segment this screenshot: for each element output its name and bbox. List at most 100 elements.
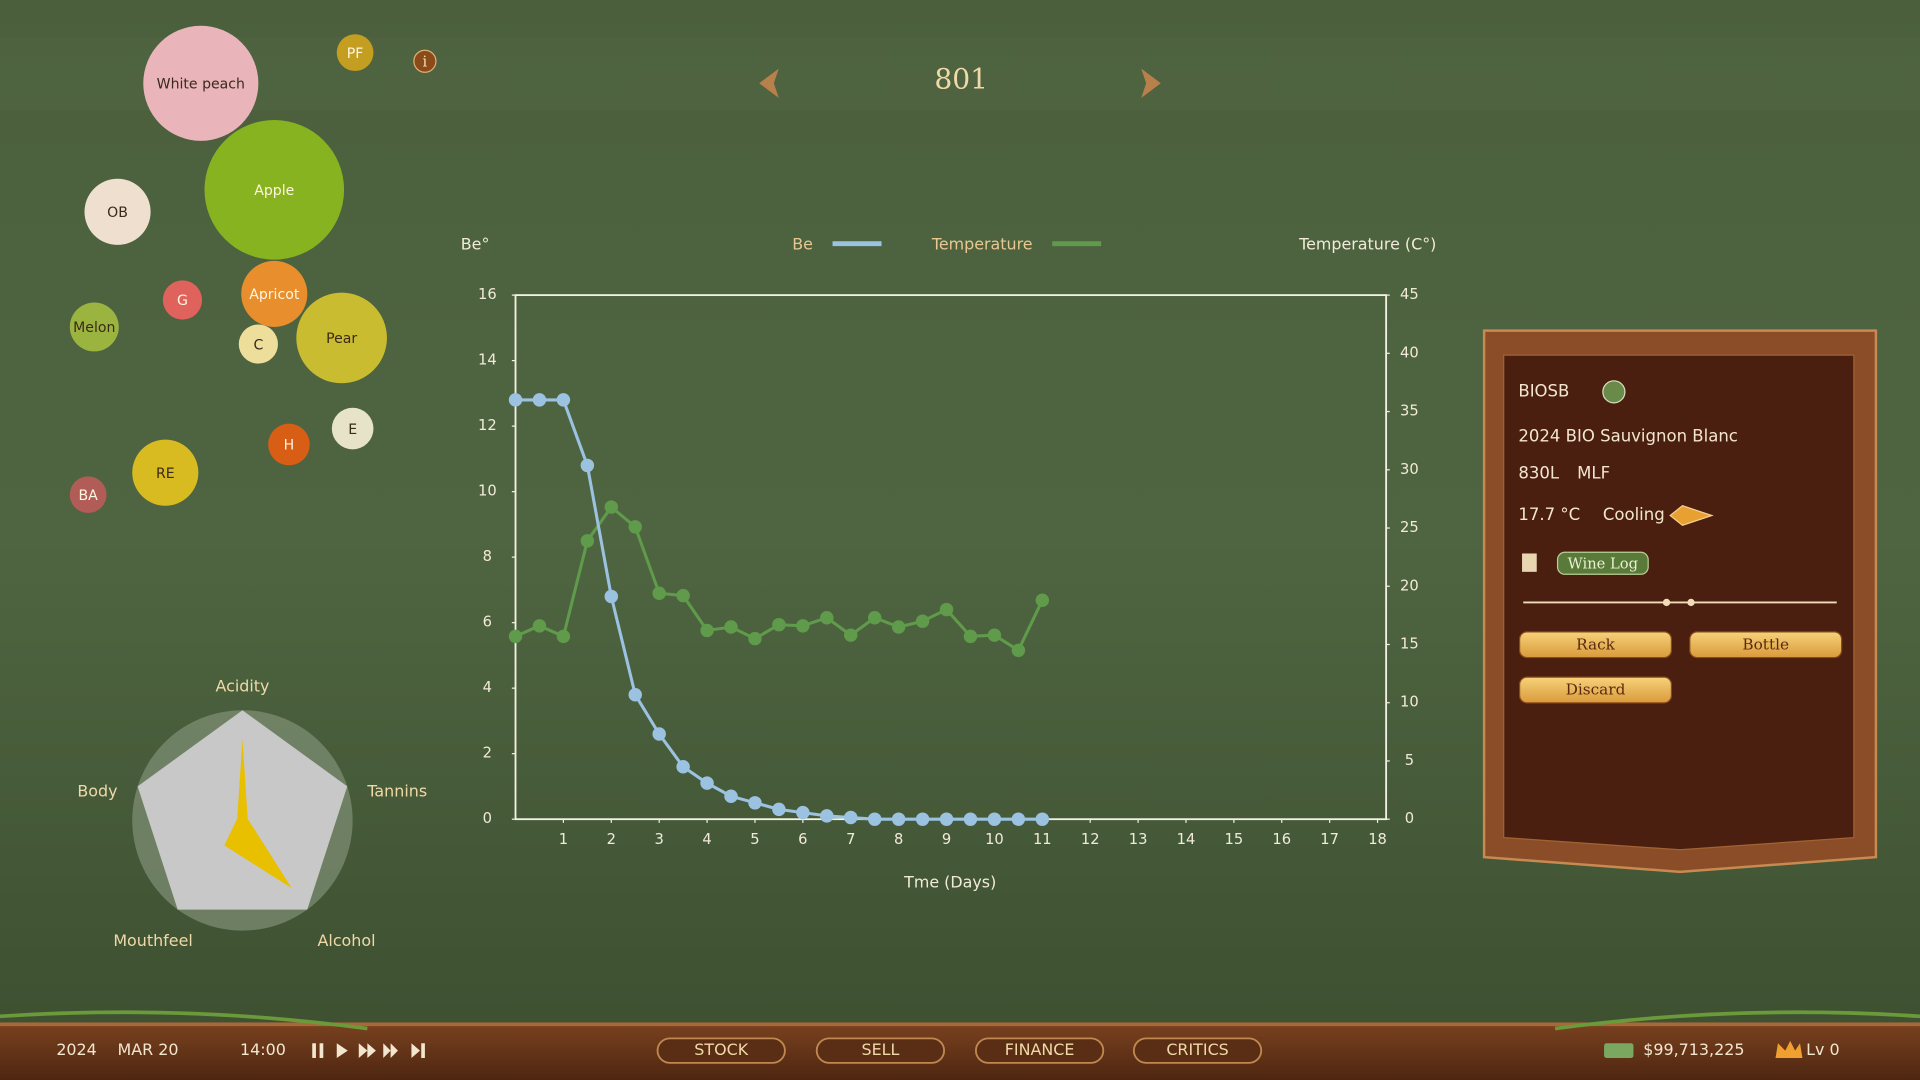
data-point — [676, 760, 690, 774]
radar-axis-label: Tannins — [366, 782, 427, 801]
bottle-button[interactable] — [1689, 631, 1843, 659]
y2-tick-label: 5 — [1405, 752, 1414, 769]
data-point — [508, 629, 523, 644]
tab-button[interactable] — [975, 1037, 1105, 1064]
aroma-label: E — [348, 422, 357, 438]
tab-button[interactable] — [656, 1037, 786, 1064]
prev-arrow[interactable] — [759, 68, 779, 98]
data-point — [604, 500, 619, 514]
pause-button[interactable] — [312, 1043, 316, 1058]
data-point — [987, 812, 1002, 826]
aroma-label: RE — [156, 466, 175, 482]
y2-tick-label: 35 — [1400, 403, 1419, 420]
bottom-bar: 2024 MAR 20 14:00 STOCK SELL FINANCE CRITIC… — [0, 1010, 1920, 1080]
data-point — [939, 602, 954, 617]
data-point — [1011, 812, 1026, 826]
aroma-bubble — [336, 34, 374, 72]
edit-button[interactable] — [1602, 380, 1626, 404]
taste-radar: Acidity Tannins Alcohol Mouthfeel Body — [77, 676, 427, 950]
discard-button[interactable] — [1518, 676, 1673, 704]
button-label: Discard — [1566, 681, 1626, 699]
x-tick-label: 6 — [798, 831, 807, 848]
data-point — [604, 589, 619, 604]
radar-axis-label: Acidity — [215, 676, 269, 695]
next-arrow[interactable] — [1141, 68, 1161, 98]
radar-axis-label: Mouthfeel — [113, 931, 192, 950]
info-icon: i — [423, 53, 428, 70]
data-point — [1035, 593, 1050, 607]
aroma-bubble — [204, 120, 345, 260]
aroma-label: Apple — [254, 183, 294, 199]
y2-tick-label: 20 — [1400, 577, 1419, 594]
data-point — [508, 393, 523, 407]
x-tick-label: 9 — [942, 831, 951, 848]
y-axis-label: Be° — [461, 234, 490, 253]
data-point — [891, 620, 906, 634]
batch-number: 801 — [934, 62, 988, 95]
y2-tick-label: 15 — [1400, 635, 1419, 652]
info-button[interactable] — [413, 49, 437, 73]
y-tick-label: 16 — [478, 286, 497, 303]
radar-axis-label: Alcohol — [318, 931, 376, 950]
data-point — [628, 687, 642, 702]
x-tick-label: 8 — [894, 831, 903, 848]
aroma-label: H — [284, 438, 295, 454]
y-tick-label: 2 — [483, 745, 492, 762]
tab-button[interactable] — [815, 1037, 945, 1064]
x-tick-label: 18 — [1368, 831, 1387, 848]
data-point — [963, 812, 978, 826]
aroma-label: Melon — [73, 320, 115, 336]
year: 2024 — [56, 1040, 96, 1059]
data-point — [724, 789, 738, 803]
tab-button[interactable] — [1132, 1037, 1263, 1064]
aroma-bubble — [69, 302, 119, 352]
x-tick-label: 5 — [750, 831, 759, 848]
data-point — [748, 631, 762, 646]
radar-axis-label: Body — [77, 782, 117, 801]
aroma-bubble — [268, 423, 310, 466]
bar-edge — [0, 1022, 1920, 1027]
tab-label: CRITICS — [1166, 1040, 1228, 1059]
data-point — [628, 520, 642, 534]
batch-code: BIOSB — [1518, 381, 1569, 400]
data-point — [580, 534, 595, 548]
x-tick-label: 4 — [702, 831, 711, 848]
data-point — [867, 610, 882, 625]
vine — [0, 1010, 1920, 1031]
data-point — [652, 727, 666, 741]
tab-label: SELL — [861, 1040, 899, 1059]
x-tick-label: 10 — [985, 831, 1004, 848]
tab-label: STOCK — [694, 1040, 748, 1059]
wine-log-button[interactable] — [1556, 551, 1649, 575]
wine-panel: BIOSB 2024 BIO Sauvignon Blanc 830L MLF … — [1482, 329, 1878, 874]
pause-button[interactable] — [319, 1043, 324, 1058]
play-button[interactable] — [336, 1043, 348, 1058]
data-point — [676, 588, 690, 603]
aroma-bubbles: White peach PF Apple OB G Apricot Melon C Pear E H… — [69, 25, 387, 514]
x-tick-label: 13 — [1129, 831, 1148, 848]
slider-handle[interactable] — [1662, 598, 1671, 607]
skip-button[interactable] — [411, 1043, 425, 1058]
data-point — [532, 619, 547, 633]
aroma-label: G — [177, 293, 188, 309]
aroma-bubble — [69, 476, 107, 514]
mode: Cooling — [1603, 505, 1665, 524]
aroma-bubble — [331, 407, 374, 450]
rack-button[interactable] — [1518, 631, 1673, 659]
legend-label: Be — [792, 234, 813, 253]
slider-handle[interactable] — [1687, 598, 1695, 607]
x-tick-label: 12 — [1081, 831, 1100, 848]
y-tick-label: 6 — [483, 614, 492, 631]
cooling-toggle[interactable] — [1669, 505, 1714, 526]
volume: 830L — [1518, 463, 1560, 482]
time: 14:00 — [240, 1040, 286, 1059]
y-tick-label: 10 — [478, 483, 497, 500]
shelf-shade — [0, 36, 1920, 111]
y-tick-label: 8 — [483, 548, 492, 565]
x-tick-label: 16 — [1272, 831, 1291, 848]
data-point — [939, 812, 954, 826]
date: MAR 20 — [118, 1040, 179, 1059]
